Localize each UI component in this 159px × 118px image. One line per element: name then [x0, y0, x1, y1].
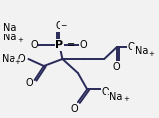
Text: =: = [67, 41, 75, 51]
Text: O: O [25, 78, 33, 88]
Text: +: + [17, 37, 23, 43]
Text: O: O [102, 87, 110, 97]
Text: Na: Na [109, 92, 122, 102]
Text: −: − [133, 45, 139, 54]
Text: +: + [15, 59, 21, 65]
Text: O: O [80, 40, 87, 50]
Text: Na: Na [135, 46, 149, 56]
Text: −: − [60, 21, 66, 30]
Text: Na: Na [2, 54, 15, 64]
Text: Na: Na [3, 32, 17, 42]
Text: +: + [123, 96, 129, 102]
Text: +: + [148, 51, 154, 57]
Text: O: O [113, 62, 120, 72]
Text: Na: Na [3, 23, 17, 33]
Text: P: P [55, 40, 63, 50]
Text: −: − [106, 90, 113, 99]
Text: O: O [18, 54, 25, 64]
Text: O: O [127, 42, 135, 52]
Text: O: O [55, 21, 63, 31]
Text: O: O [70, 104, 78, 114]
Text: O: O [30, 40, 38, 50]
